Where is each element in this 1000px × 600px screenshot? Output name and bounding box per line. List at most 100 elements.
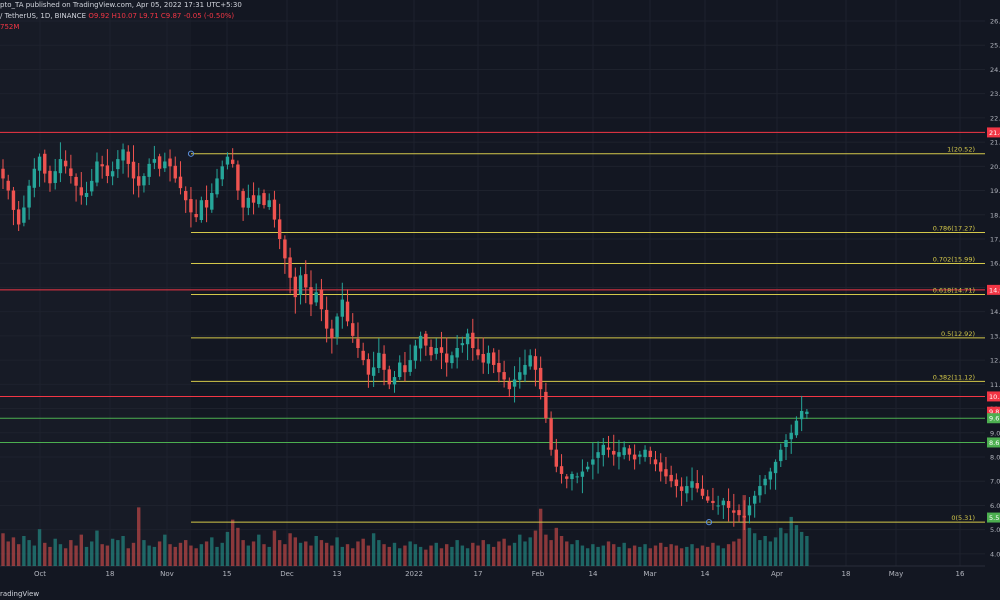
volume-value: 752M [0,23,20,31]
volume-bar [742,495,746,566]
fib-anchor-low [705,519,713,526]
volume-bar [559,536,564,566]
time-axis[interactable]: Oct 18 Nov 15 Dec 13 2022 17 Feb 14 Mar 14 Apr 18 May 1… [34,570,965,578]
candle-body [345,301,350,322]
x-tick-label: Nov [160,570,174,578]
x-tick-label: 17 [474,570,483,578]
price-axis[interactable]: 4.05.06.07.08.09.010.011.012.013.014.015… [987,18,1000,559]
candle-body [48,170,52,184]
candle-body [643,449,647,458]
candle-body [674,479,679,487]
fib-label: 0(5.31) [951,514,975,522]
candle-body [32,168,37,188]
volume-bar [210,537,214,566]
y-tick-label: 25.0 [990,42,1000,50]
volume-bar [79,534,83,566]
candle-body [711,500,715,504]
candle-body [43,153,47,174]
candle-body [142,176,146,186]
volume-bar [241,540,245,566]
volume-bar [617,546,621,566]
volume-bar [199,544,204,566]
candle-body [789,432,793,440]
candle-body [502,372,506,380]
volume-bar [554,527,559,566]
candle-body [622,447,626,456]
volume-bar [1,533,5,566]
volume-bar [152,546,157,566]
volume-bar [674,545,679,566]
candle-body [63,160,68,167]
volume-bar [131,542,136,566]
candle-body [225,156,230,165]
candle-body [538,367,543,390]
candle-body [632,454,637,460]
candle-body [215,178,219,195]
candle-body [424,333,428,346]
candle-body [199,200,204,221]
y-tick-label: 13.0 [990,332,1000,340]
candle-body [580,471,585,477]
candle-body [455,348,459,358]
candle-body [58,159,63,174]
volume-bar [48,546,52,566]
volume-bar [580,545,585,566]
candle-body [606,447,611,450]
y-tick-label: 9.0 [990,429,1000,437]
candle-body [236,164,240,191]
candle-body [471,332,475,348]
candle-body [157,156,162,169]
candle-body [565,476,569,479]
candle-body [53,171,57,183]
volume-bar [669,544,673,566]
candle-body [732,510,736,513]
volume-bar [262,544,266,566]
volume-bar [246,545,251,566]
candle-body [361,350,365,361]
candle-body [105,165,110,177]
volume-bar [585,548,590,566]
volume-bar [126,548,130,566]
candle-body [460,343,465,346]
volume-bar [690,544,694,566]
volume-bar [189,545,193,566]
y-tick-label: 17.0 [990,236,1000,244]
candle-body [799,410,804,420]
candle-body [773,461,778,474]
candle-body [314,292,318,303]
candle-body [324,309,329,329]
y-tick-label: 8.0 [990,454,1000,462]
price-badge-label: 14.9 [989,286,1000,294]
candle-body [37,156,42,171]
volume-bar [747,527,752,566]
candle-body [450,355,454,364]
volume-bar [147,545,151,566]
volume-bar [53,538,57,566]
volume-bar [137,507,141,566]
x-tick-label: 16 [956,570,965,578]
candle-body [267,200,271,207]
volume-bar [659,542,663,566]
volume-bar [726,544,731,566]
volume-bar [324,542,329,566]
horizontal-levels[interactable]: 1(20.52) 0.786(17.27) 0.702(15.99) 0.618(14… [0,131,985,526]
y-tick-label: 18.0 [990,211,1000,219]
candle-body [116,159,120,170]
volume-bar [330,545,334,566]
candle-body [627,448,632,455]
x-tick-label: 2022 [405,570,423,578]
candle-body [418,335,423,349]
candle-body [439,347,444,353]
fib-label: 0.5(12.92) [941,330,975,338]
fib-label: 0.382(11.12) [933,373,975,381]
candle-body [277,219,282,239]
volume-bar [84,546,89,566]
volume-bar [575,540,579,566]
candle-body [585,466,590,470]
candle-body [371,367,376,376]
volume-bar [533,530,538,566]
y-tick-label: 20.0 [990,163,1000,171]
y-tick-label: 21.0 [990,139,1000,147]
volume-bar [319,540,324,566]
